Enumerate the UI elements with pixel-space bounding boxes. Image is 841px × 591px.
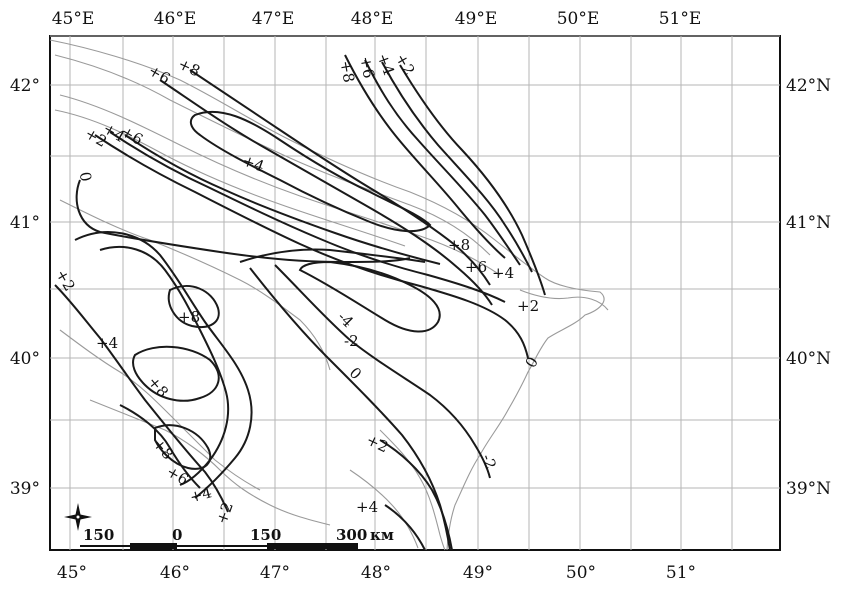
coastline-absheron [519,289,609,311]
right-lat-label: 39°N [786,479,831,499]
bottom-lon-label: 51° [666,563,696,583]
right-lat-label: 41°N [786,213,831,233]
isoline-minus4-loop [298,260,441,333]
left-latitude-labels: 42° 41° 40° 39° [10,76,40,499]
contour-label: 0 [76,170,95,183]
isoline-lc-plus2 [54,284,229,513]
isoline-plus2-west [94,134,529,359]
coastline-kura-1 [59,199,331,371]
top-longitude-labels: 45°E 46°E 47°E 48°E 49°E 50°E 51°E [52,9,702,29]
scale-tick-label: 150 [250,526,281,544]
isoline-north-4 [399,64,546,296]
isoline-lc-plus4-outer [74,231,253,499]
contour-label: -2 [478,452,500,472]
contour-label: +2 [517,297,539,315]
contour-label: +4 [96,334,118,352]
contour-label: +4 [356,498,378,516]
isoline-plus2-south [379,439,453,551]
right-latitude-labels: 42°N 41°N 40°N 39°N [786,76,831,499]
left-lat-label: 40° [10,349,40,369]
left-lat-label: 39° [10,479,40,499]
contour-label: +4 [492,264,514,282]
top-lon-label: 47°E [252,9,295,29]
coastline-ridge-2 [54,109,406,247]
contour-label: +6 [465,258,487,276]
contour-label: +6 [356,55,378,80]
scale-bar: 150 0 150 300 км [80,526,394,549]
bottom-lon-label: 47° [260,563,290,583]
coastline-caucasus-north [49,39,546,279]
bottom-lon-label: 48° [361,563,391,583]
scale-bar-segment [130,543,177,549]
contour-label: +8 [178,308,200,326]
isoline-plus2-central [239,248,426,263]
coastline-caucasus-north-2 [54,54,491,256]
scale-unit-label: км [370,526,394,544]
contour-label: +8 [336,59,358,84]
scale-bar-segment [267,543,358,549]
left-lat-label: 41° [10,213,40,233]
isoline-west-plus4-loop [189,110,432,233]
isoline-plus4-south [384,504,426,551]
top-lon-label: 51°E [659,9,702,29]
compass-center [75,514,81,520]
bottom-longitude-labels: 45° 46° 47° 48° 49° 50° 51° [57,563,696,583]
isoline-lc-plus8-loop3 [154,424,212,470]
coastline-lesser-caucasus [89,399,331,526]
right-lat-label: 42°N [786,76,831,96]
isoline-north-3 [381,61,533,273]
top-lon-label: 48°E [351,9,394,29]
coastline-ridge-1 [59,94,501,276]
isoline-lc-inner [119,404,201,489]
coastline-talysh [379,429,446,551]
scale-tick-label: 300 [336,526,367,544]
bottom-lon-label: 49° [463,563,493,583]
contour-label: +8 [448,236,470,254]
isoline-lc-plus8-loop1 [167,285,220,328]
top-lon-label: 50°E [557,9,600,29]
isoline-west-plus6 [159,79,493,306]
isoline-plus6-west [124,134,441,265]
contour-label: -2 [344,332,359,350]
bottom-lon-label: 45° [57,563,87,583]
top-lon-label: 49°E [455,9,498,29]
contour-label: +4 [188,483,214,506]
isoline-north-2 [364,59,521,266]
isoline-north-1 [344,54,506,259]
isolines [54,54,546,551]
top-lon-label: 45°E [52,9,95,29]
bottom-lon-label: 46° [160,563,190,583]
bottom-lon-label: 50° [566,563,596,583]
right-lat-label: 40°N [786,349,831,369]
left-lat-label: 42° [10,76,40,96]
top-lon-label: 46°E [154,9,197,29]
coastline-caspian-west [446,277,605,551]
scale-tick-label: 0 [172,526,182,544]
coastline-talysh-2 [349,469,419,549]
isoline-lc-plus8-loop2 [132,345,220,402]
isoline-minus2 [274,264,491,479]
map-frame [49,35,781,551]
compass-rose-icon [64,503,92,531]
isoline-west-plus8 [189,69,491,286]
isoline-plus4-west [109,131,506,303]
scale-tick-label: 150 [83,526,114,544]
graticule [50,35,780,550]
isoline-zero-west [75,179,411,264]
